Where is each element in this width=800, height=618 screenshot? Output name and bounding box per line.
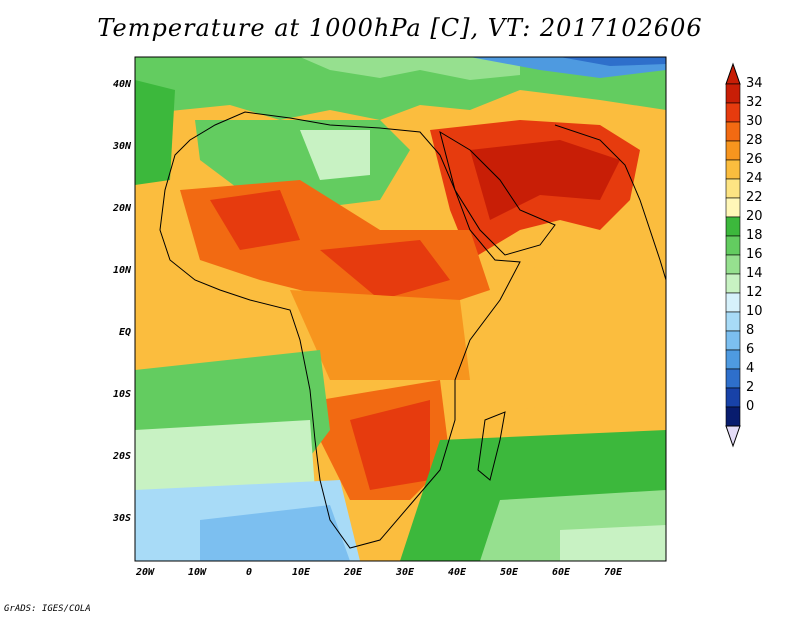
y-tick-label: 30S: [112, 513, 131, 524]
colorbar-swatch: [725, 273, 741, 294]
y-tick-label: 30N: [112, 141, 131, 152]
x-tick-label: 10E: [291, 567, 311, 578]
y-tick-label: 10N: [112, 265, 131, 276]
plot-frame: [134, 56, 667, 562]
y-tick-label: 10S: [112, 389, 131, 400]
colorbar-swatch: [725, 140, 741, 161]
y-tick-label: EQ: [118, 327, 131, 338]
y-tick-label: 20S: [112, 451, 131, 462]
colorbar-swatch: [725, 121, 741, 142]
x-tick-label: 20W: [135, 567, 155, 578]
colorbar-label: 20: [746, 209, 763, 224]
x-tick-label: 10W: [187, 567, 207, 578]
colorbar-swatch: [725, 292, 741, 313]
colorbar-min-arrow: [725, 425, 741, 448]
colorbar-label: 28: [746, 133, 763, 148]
colorbar-swatch: [725, 349, 741, 370]
colorbar-swatch: [725, 197, 741, 218]
x-tick-label: 50E: [499, 567, 519, 578]
colorbar-swatch: [725, 102, 741, 123]
colorbar-label: 16: [746, 247, 763, 262]
colorbar-swatch: [725, 311, 741, 332]
x-tick-label: 40E: [447, 567, 467, 578]
colorbar-swatch: [725, 178, 741, 199]
colorbar-label: 12: [746, 285, 763, 300]
colorbar-label: 2: [746, 380, 755, 395]
colorbar-label: 26: [746, 152, 763, 167]
temperature-field: [135, 57, 666, 561]
colorbar-swatch: [725, 387, 741, 408]
colorbar-max-arrow: [725, 62, 741, 85]
y-tick-label: 40N: [112, 79, 131, 90]
y-tick-label: 20N: [112, 203, 131, 214]
colorbar-label: 18: [746, 228, 763, 243]
x-tick-label: 20E: [343, 567, 363, 578]
x-tick-label: 30E: [395, 567, 415, 578]
x-tick-label: 60E: [551, 567, 571, 578]
colorbar-label: 34: [746, 76, 763, 91]
colorbar-swatch: [725, 235, 741, 256]
colorbar: [725, 62, 741, 448]
x-tick-label: 0: [245, 567, 253, 578]
colorbar-label: 24: [746, 171, 763, 186]
colorbar-swatch: [725, 83, 741, 104]
colorbar-label: 8: [746, 323, 755, 338]
map-title: Temperature at 1000hPa [C], VT: 20171026…: [97, 14, 703, 42]
colorbar-label: 22: [746, 190, 763, 205]
x-tick-label: 70E: [603, 567, 623, 578]
colorbar-swatch: [725, 406, 741, 427]
coastlines: [159, 111, 666, 549]
footer-credit: GrADS: IGES/COLA: [4, 604, 91, 614]
colorbar-swatch: [725, 216, 741, 237]
colorbar-swatch: [725, 330, 741, 351]
colorbar-label: 30: [746, 114, 763, 129]
colorbar-label: 10: [746, 304, 763, 319]
colorbar-swatch: [725, 159, 741, 180]
colorbar-swatch: [725, 254, 741, 275]
colorbar-label: 32: [746, 95, 763, 110]
colorbar-label: 0: [746, 399, 755, 414]
colorbar-label: 14: [746, 266, 763, 281]
colorbar-label: 6: [746, 342, 755, 357]
colorbar-label: 4: [746, 361, 755, 376]
colorbar-swatch: [725, 368, 741, 389]
